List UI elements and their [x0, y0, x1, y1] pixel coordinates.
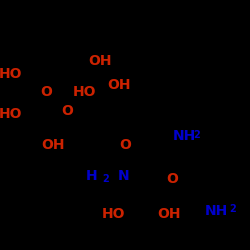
Text: O: O	[119, 138, 131, 152]
Text: NH: NH	[205, 204, 228, 218]
Text: 2: 2	[194, 130, 200, 140]
Text: NH: NH	[172, 129, 196, 143]
Text: O: O	[40, 86, 52, 100]
Text: 2: 2	[102, 174, 109, 184]
Text: O: O	[166, 172, 178, 186]
Text: N: N	[118, 169, 129, 183]
Text: HO: HO	[72, 86, 96, 100]
Text: HO: HO	[102, 207, 125, 221]
Text: HO: HO	[0, 107, 22, 121]
Text: OH: OH	[88, 54, 112, 68]
Text: OH: OH	[158, 207, 181, 221]
Text: 2: 2	[229, 204, 235, 214]
Text: O: O	[62, 104, 74, 118]
Text: OH: OH	[42, 138, 65, 152]
Text: HO: HO	[0, 67, 22, 81]
Text: OH: OH	[108, 78, 131, 92]
Text: H: H	[86, 169, 98, 183]
